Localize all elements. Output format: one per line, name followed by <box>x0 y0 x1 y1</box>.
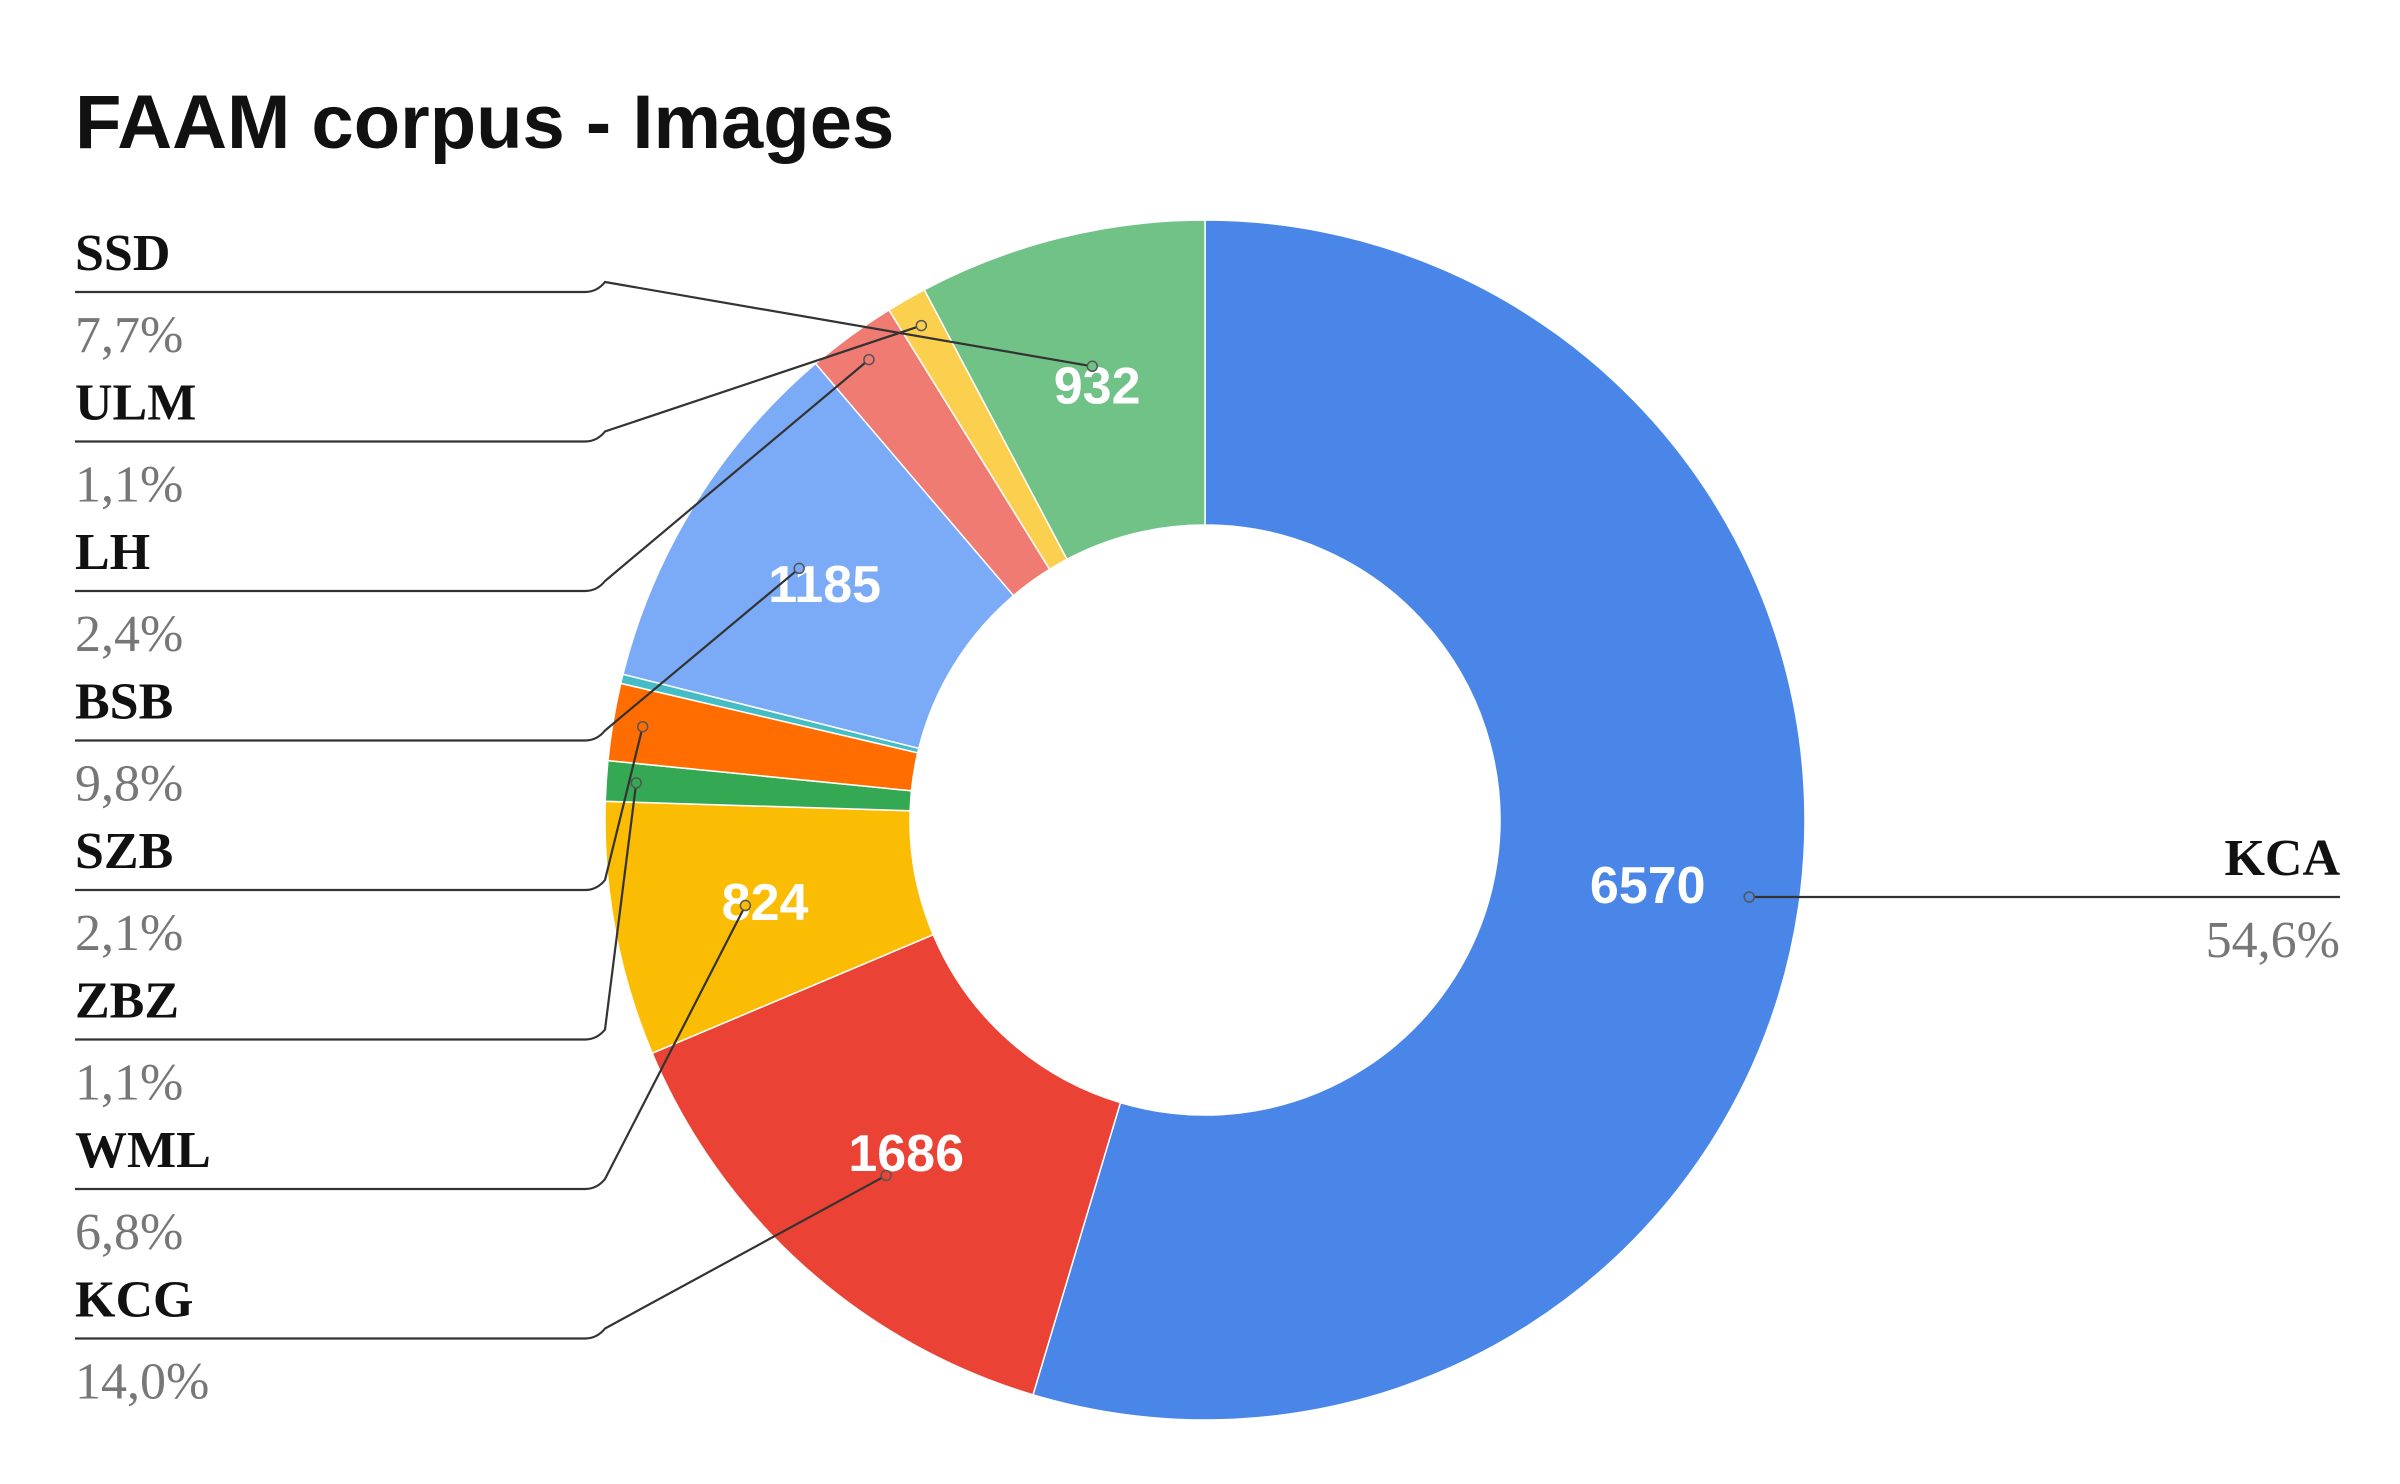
label-name-ulm: ULM <box>75 375 196 432</box>
label-name-ssd: SSD <box>75 225 170 282</box>
label-percent-szb: 2,1% <box>75 905 183 962</box>
label-percent-ulm: 1,1% <box>75 457 183 514</box>
label-percent-kca: 54,6% <box>2206 912 2340 969</box>
leader-dot-ulm <box>916 321 926 331</box>
label-name-kcg: KCG <box>75 1272 193 1329</box>
label-percent-wml: 6,8% <box>75 1204 183 1261</box>
value-label-kcg: 1686 <box>848 1125 964 1183</box>
leader-dot-zbz <box>631 778 641 788</box>
value-label-kca: 6570 <box>1590 857 1706 915</box>
label-name-szb: SZB <box>75 823 173 880</box>
label-percent-bsb: 9,8% <box>75 756 183 813</box>
value-label-wml: 824 <box>722 874 809 932</box>
label-name-wml: WML <box>75 1122 211 1179</box>
label-name-bsb: BSB <box>75 674 173 731</box>
leader-dot-kcg <box>881 1170 891 1180</box>
slices-group <box>605 220 1805 1420</box>
leader-dot-bsb <box>794 563 804 573</box>
value-label-bsb: 1185 <box>768 556 881 614</box>
label-name-kca: KCA <box>2224 830 2340 887</box>
leader-dot-wml <box>740 901 750 911</box>
leader-dot-lh <box>864 355 874 365</box>
leader-dot-kca <box>1744 892 1754 902</box>
leader-dot-ssd <box>1087 361 1097 371</box>
label-name-zbz: ZBZ <box>75 973 179 1030</box>
label-percent-ssd: 7,7% <box>75 307 183 364</box>
label-name-lh: LH <box>75 524 150 581</box>
label-percent-zbz: 1,1% <box>75 1055 183 1112</box>
label-percent-kcg: 14,0% <box>75 1354 209 1411</box>
chart-title: FAAM corpus - Images <box>75 80 894 165</box>
label-percent-lh: 2,4% <box>75 606 183 663</box>
leader-dot-szb <box>638 722 648 732</box>
